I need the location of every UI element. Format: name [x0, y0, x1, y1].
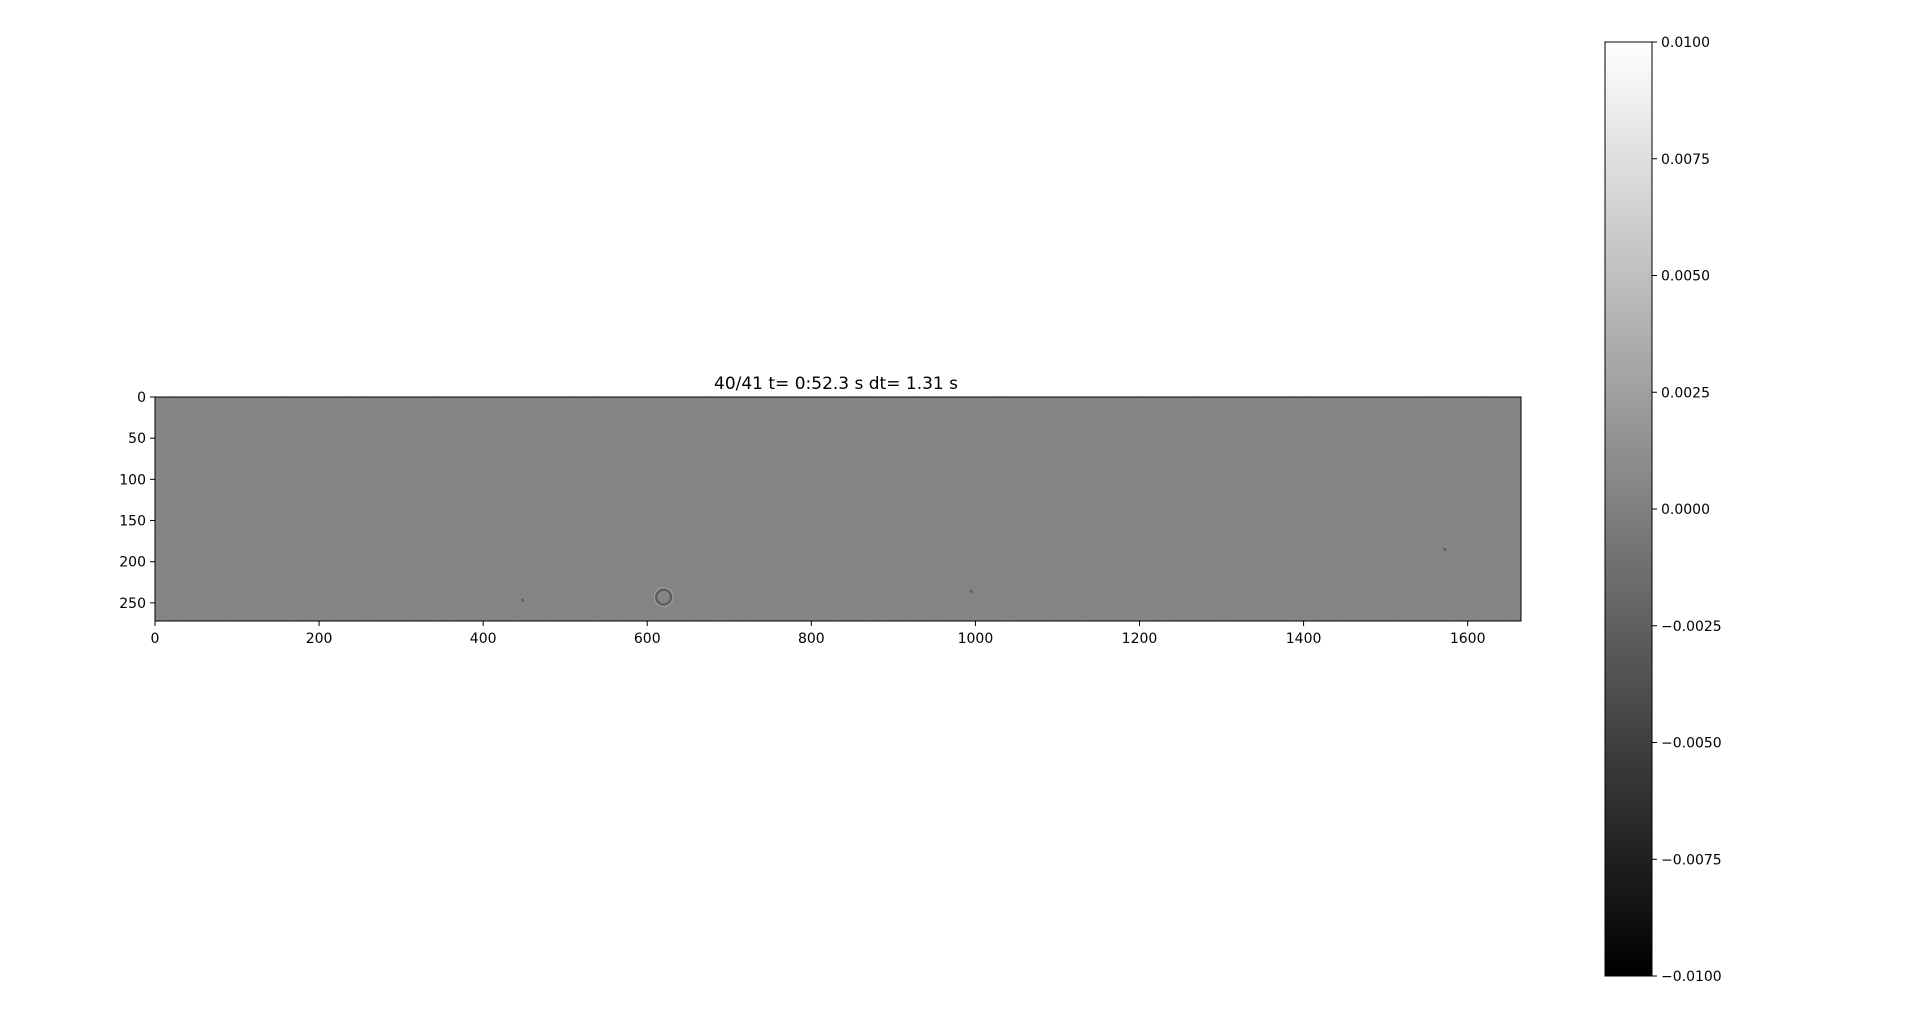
- y-tick-label: 250: [119, 596, 146, 612]
- ring-artifact: [655, 588, 673, 606]
- speck-artifact: [520, 598, 525, 603]
- heatmap-grain: [155, 397, 1521, 621]
- x-tick-label: 800: [798, 631, 825, 647]
- chart-title: 40/41 t= 0:52.3 s dt= 1.31 s: [714, 374, 958, 394]
- image-features: [520, 547, 1447, 608]
- ring-artifact-halo: [653, 587, 674, 608]
- speck-artifact: [1443, 547, 1447, 551]
- y-tick-label: 100: [119, 472, 146, 488]
- x-tick-label: 1200: [1122, 631, 1158, 647]
- colorbar: 0.0100 0.0075 0.0050 0.0025 0.0000 −0.0025 −0.…: [1604, 35, 1722, 985]
- colorbar-tick-label: 0.0100: [1661, 35, 1710, 51]
- colorbar-tick-label: 0.0075: [1661, 152, 1710, 168]
- image-axes: 0 200 400 600 800 1000 1200 1400 1600 0 50 100 150 2…: [119, 390, 1522, 647]
- x-tick-label: 400: [470, 631, 497, 647]
- colorbar-tick-label: 0.0050: [1661, 269, 1710, 285]
- colorbar-tick-label: 0.0000: [1661, 502, 1710, 518]
- colorbar-tick-label: −0.0025: [1661, 619, 1722, 635]
- y-tick-label: 150: [119, 514, 146, 530]
- colorbar-tick-label: −0.0075: [1661, 852, 1722, 868]
- y-tick-label: 200: [119, 555, 146, 571]
- colorbar-ticks: 0.0100 0.0075 0.0050 0.0025 0.0000 −0.0025 −0.…: [1652, 35, 1722, 985]
- colorbar-tick-label: 0.0025: [1661, 385, 1710, 401]
- x-tick-label: 200: [306, 631, 333, 647]
- colorbar-gradient: [1605, 42, 1652, 976]
- y-tick-label: 50: [128, 431, 146, 447]
- y-tick-label: 0: [137, 390, 146, 406]
- x-tick-label: 1000: [958, 631, 994, 647]
- x-tick-label: 600: [634, 631, 661, 647]
- speck-artifact: [969, 589, 973, 593]
- colorbar-tick-label: −0.0050: [1661, 736, 1722, 752]
- axes-frame: [154, 396, 1522, 622]
- x-tick-label: 0: [151, 631, 160, 647]
- x-axis: 0 200 400 600 800 1000 1200 1400 1600: [151, 621, 1486, 647]
- x-tick-label: 1400: [1286, 631, 1322, 647]
- y-axis: 0 50 100 150 200 250: [119, 390, 155, 612]
- colorbar-tick-label: −0.0100: [1661, 969, 1722, 985]
- x-tick-label: 1600: [1450, 631, 1486, 647]
